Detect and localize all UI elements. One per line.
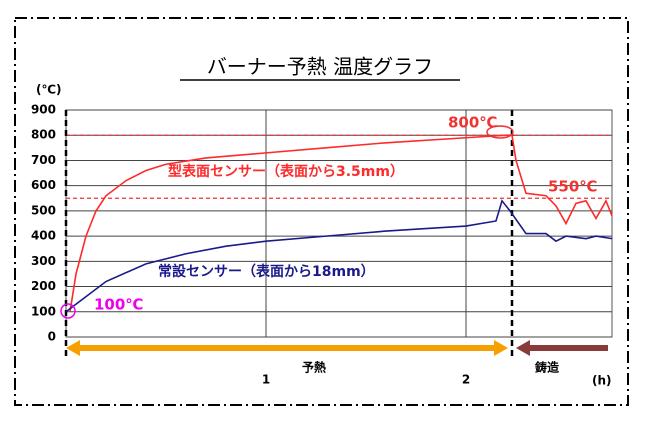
series-label: 常設センサー（表面から18mm） [158,263,375,280]
arrow-head [494,340,508,356]
x-tick-label: 2 [462,373,470,387]
y-tick-label: 400 [31,229,56,243]
annotation: 800℃ [448,114,497,132]
plot-area [65,109,613,338]
annotation: 100℃ [94,296,143,314]
y-tick-label: 200 [31,279,56,293]
series-label: 型表面センサー（表面から3.5mm） [168,163,404,180]
x-unit: (h) [592,374,612,388]
arrow-head [516,340,530,356]
y-tick-label: 700 [31,153,56,167]
phase-label: 鋳造 [535,360,560,375]
marker-circle [60,303,76,319]
series-line [65,199,613,313]
frame [14,17,629,406]
marker-circle [486,125,514,139]
y-tick-label: 500 [31,203,56,217]
annotation: 550℃ [548,178,597,196]
y-tick-label: 0 [48,330,56,344]
y-tick-label: 300 [31,254,56,268]
series-line [69,134,613,312]
y-unit: (℃) [36,83,62,97]
arrow-head [66,340,80,356]
chart-title: バーナー予熱 温度グラフ [207,55,433,79]
y-tick-label: 900 [31,103,56,117]
x-tick-label: 1 [262,373,270,387]
y-tick-label: 800 [31,128,56,142]
y-tick-label: 100 [31,304,56,318]
phase-label: 予熱 [302,360,326,375]
y-tick-label: 600 [31,178,56,192]
